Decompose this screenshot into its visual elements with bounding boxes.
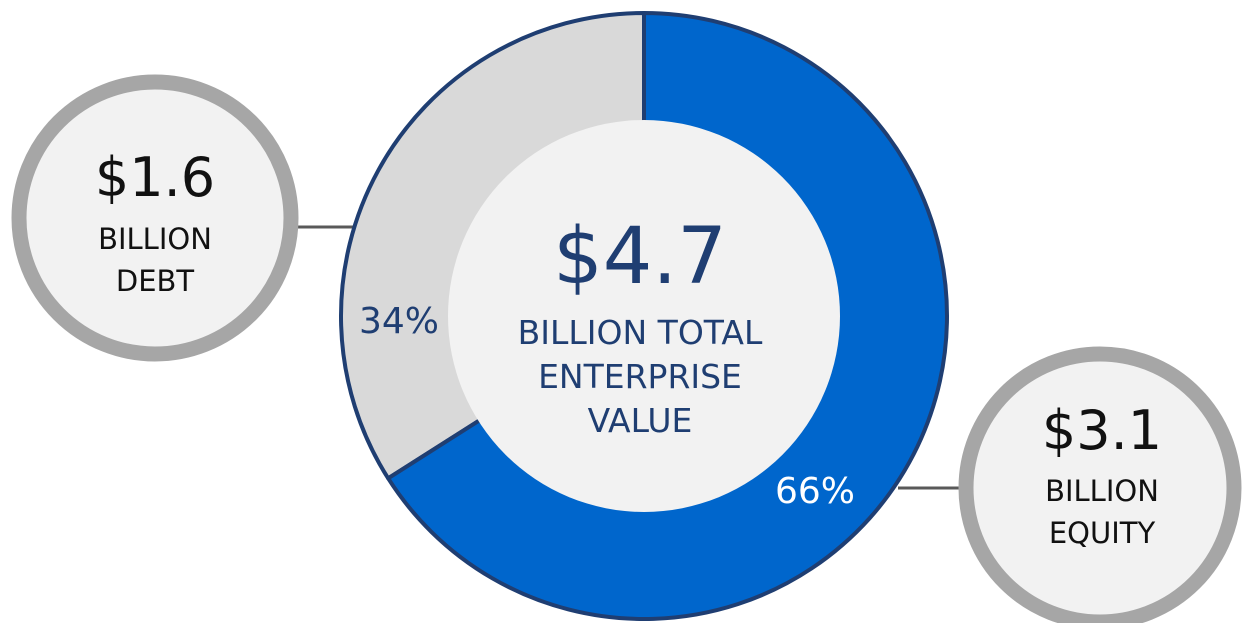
total-label-line-3: VALUE [588,401,693,440]
equity-callout-bubble [958,346,1242,623]
equity-label-line-2: EQUITY [1049,516,1156,550]
center-circle [448,120,840,512]
total-label-line-2: ENTERPRISE [538,357,742,396]
debt-label-line-1: BILLION [98,222,212,256]
total-label-line-1: BILLION TOTAL [518,313,763,352]
equity-label-line-1: BILLION [1045,474,1159,508]
debt-callout-bubble [11,74,299,362]
debt-label-line-2: DEBT [116,264,195,298]
equity-amount: $3.1 [1042,399,1162,462]
equity-percent-label: 66% [775,471,855,512]
debt-percent-label: 34% [359,301,439,342]
debt-amount: $1.6 [95,146,215,209]
total-value: $4.7 [553,212,727,302]
